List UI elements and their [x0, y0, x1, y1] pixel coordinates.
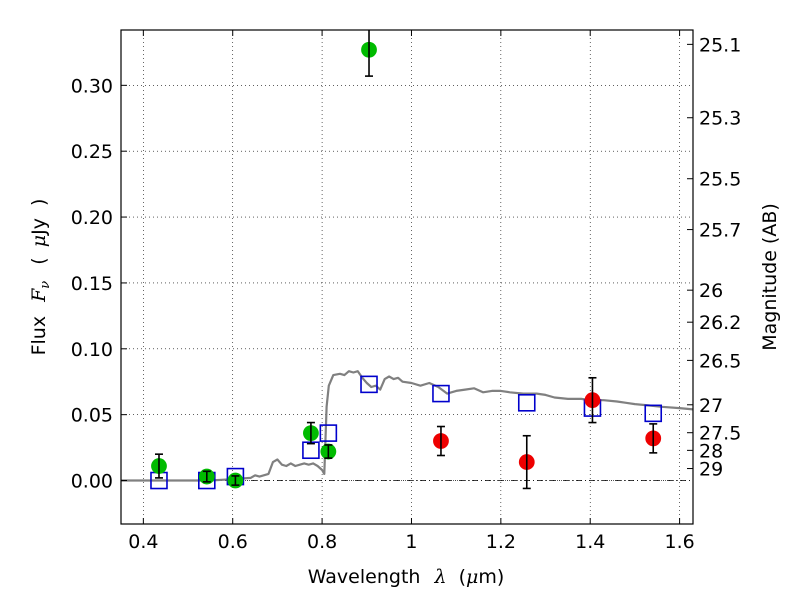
axis-layer: 0.4 0.6 0.8 1 1.2 1.4 1.6 0.00 0.05 0.10 0.15 0.20 0…	[71, 30, 741, 553]
y-axis-label-unit-close: )	[28, 199, 50, 206]
mag-tick-label: 27.5	[699, 423, 741, 445]
x-axis-label: Wavelength λ (μm)	[308, 566, 505, 588]
plot-frame	[120, 29, 694, 525]
model-photometry-square	[644, 404, 663, 423]
y-axis-label: Flux Fν ( μJy )	[28, 199, 54, 356]
mag-tick-label: 25.3	[699, 108, 741, 130]
x-tick-label: 0.4	[128, 531, 158, 553]
mag-tick-label: 26	[699, 280, 723, 302]
y-axis-label-unit-open: (	[28, 257, 50, 264]
mag-tick-label: 26.5	[699, 350, 741, 372]
model-photometry-square	[360, 375, 378, 394]
mag-tick-label: 25.1	[699, 34, 741, 56]
y-tick-label: 0.15	[71, 273, 113, 295]
mag-tick-label: 29	[699, 459, 723, 481]
model-photometry-square	[302, 441, 320, 460]
y-tick-label: 0.30	[71, 75, 113, 97]
mag-tick-label: 28	[699, 440, 723, 462]
x-axis-label-unit-open: (	[459, 566, 466, 588]
x-tick-label: 1.2	[486, 531, 516, 553]
x-tick-label: 0.6	[218, 531, 248, 553]
x-tick-label: 1	[405, 531, 417, 553]
model-photometry-square	[517, 394, 536, 412]
mag-tick-label: 27	[699, 395, 723, 417]
y-tick-label: 0.10	[71, 339, 113, 361]
y-tick-label: 0.05	[71, 405, 113, 427]
y-axis-label-unit-mu: μ	[28, 235, 50, 247]
y2-axis-label: Magnitude (AB)	[759, 203, 781, 351]
mag-tick-label: 26.2	[699, 312, 741, 334]
sed-model-line	[121, 370, 694, 482]
y-axis-label-text: Flux	[28, 316, 50, 356]
y-tick-label: 0.00	[71, 471, 113, 493]
mag-tick-label: 25.5	[699, 169, 741, 191]
x-axis-label-symbol: λ	[433, 566, 446, 588]
x-axis-label-unit-rest: m)	[478, 566, 504, 588]
x-tick-label: 1.6	[664, 531, 694, 553]
grid-layer	[121, 30, 693, 524]
y-axis-label-sub: ν	[38, 281, 53, 289]
y-axis-label-unit-rest: Jy	[28, 218, 50, 236]
y-tick-label: 0.20	[71, 207, 113, 229]
x-axis-label-unit-mu: μ	[466, 566, 478, 588]
y-axis-label-symbol: F	[28, 288, 50, 303]
x-axis-label-text: Wavelength	[308, 566, 421, 588]
plot-layer	[121, 30, 694, 490]
mag-tick-label: 25.7	[699, 220, 741, 242]
model-photometry-square	[319, 424, 338, 442]
x-tick-label: 1.4	[575, 531, 605, 553]
model-photometry-square	[432, 384, 450, 403]
y-tick-label: 0.25	[71, 141, 113, 163]
x-tick-label: 0.8	[307, 531, 337, 553]
